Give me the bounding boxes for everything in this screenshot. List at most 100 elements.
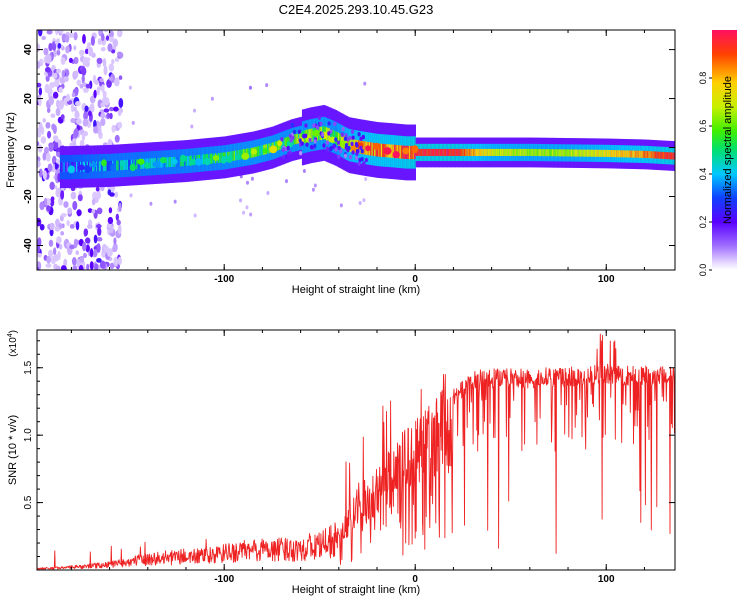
spectrogram-noise-cell	[103, 245, 109, 252]
spectrogram-noise-cell	[89, 103, 95, 113]
spectrogram-y-tick-label: -40	[23, 238, 34, 253]
spectrogram-noise-cell	[46, 107, 51, 113]
spectrogram-ridge-cell	[124, 160, 126, 170]
spectrogram-ridge-cell	[473, 148, 475, 156]
spectrogram-noise-cell	[74, 110, 79, 116]
spectrogram-ridge-cell	[240, 149, 243, 160]
snr-y-tick-label: 1.0	[23, 428, 34, 442]
spectrogram-noise-cell	[113, 237, 117, 245]
spectrogram-noise-cell	[63, 76, 69, 83]
spectrogram-spread-cell	[364, 157, 368, 163]
spectrogram-ridge-cell	[573, 149, 576, 157]
spectrogram-ridge-cell	[465, 148, 467, 156]
spectrogram-noise-cell	[97, 126, 102, 136]
spectrogram-noise-cell	[82, 241, 87, 252]
spectrogram-noise-cell	[66, 93, 71, 102]
spectrogram-ridge-cell	[531, 148, 534, 157]
spectrogram-noise-cell	[48, 249, 54, 258]
spectrogram-ridge-blob	[277, 140, 283, 147]
spectrogram-ridge-cell	[637, 150, 640, 158]
spectrogram-ridge-cell	[398, 145, 400, 159]
spectrogram-ridge-cell	[665, 152, 668, 160]
spectrogram-ridge-cell	[267, 143, 269, 154]
spectrogram-noise-cell	[106, 79, 112, 88]
spectrogram-ridge-blob	[269, 145, 278, 154]
spectrogram-ridge-cell	[577, 149, 580, 157]
spectrogram-spread-cell	[340, 132, 345, 138]
spectrogram-noise-cell	[173, 199, 177, 204]
spectrogram-ridge-cell	[165, 157, 168, 168]
spectrogram-noise-cell	[111, 126, 117, 132]
spectrogram-noise-cell	[37, 244, 41, 254]
spectrogram-noise-cell	[110, 49, 116, 54]
colorbar-label: Normalized spectral amplitude	[722, 76, 734, 224]
spectrogram-noise-cell	[71, 92, 76, 98]
spectrogram-ridge-blob	[312, 129, 321, 137]
spectrogram-ridge-cell	[493, 148, 495, 156]
spectrogram-spread-cell	[297, 129, 301, 135]
spectrogram-noise-cell	[75, 250, 79, 255]
spectrogram-spread-cell	[280, 137, 284, 142]
spectrogram-noise-cell	[45, 152, 51, 162]
spectrogram-spread-cell	[332, 144, 336, 149]
spectrogram-ridge-cell	[616, 150, 618, 158]
spectrogram-ridge-cell	[584, 149, 586, 157]
spectrogram-ridge-cell	[518, 148, 521, 156]
spectrogram-noise-cell	[100, 46, 106, 52]
spectrogram-noise-cell	[50, 196, 55, 202]
spectrogram-ridge-blob	[160, 156, 167, 164]
spectrogram-noise-cell	[49, 81, 56, 89]
spectrogram-spread-cell	[362, 161, 366, 166]
spectrogram-spread-cell	[288, 133, 292, 139]
spectrogram-spread-cell	[302, 133, 306, 139]
spectrogram-ridge-cell	[339, 133, 342, 147]
spectrogram-ridge-blob	[143, 162, 151, 169]
spectrogram-ridge-cell	[438, 148, 441, 156]
spectrogram-spread-cell	[357, 132, 361, 137]
spectrogram-ridge-cell	[503, 148, 506, 156]
spectrogram-ridge-cell	[209, 153, 212, 164]
spectrogram-ridge-cell	[474, 148, 477, 156]
spectrogram-ridge-cell	[630, 150, 633, 158]
spectrogram-noise-cell	[90, 35, 96, 46]
spectrogram-y-tick-label: -20	[23, 189, 34, 204]
spectrogram-ridge-cell	[399, 145, 402, 159]
spectrogram-noise-cell	[311, 187, 315, 192]
spectrogram-ridge-cell	[100, 161, 102, 172]
spectrogram-ridge-cell	[276, 140, 279, 151]
spectrogram-ridge-cell	[498, 148, 501, 156]
spectrogram-noise-cell	[37, 141, 40, 146]
spectrogram-ridge-cell	[562, 149, 565, 157]
spectrogram-noise-cell	[193, 213, 197, 218]
colorbar-gradient	[712, 30, 737, 270]
spectrogram-ridge-cell	[656, 151, 659, 159]
spectrogram-ridge-cell	[275, 141, 277, 152]
spectrogram-ridge-cell	[640, 150, 642, 158]
spectrogram-noise-cell	[210, 96, 214, 101]
spectrogram-noise-cell	[114, 134, 120, 143]
spectrogram-noise-cell	[117, 51, 124, 59]
spectrogram-noise-cell	[57, 139, 62, 148]
spectrogram-noise-cell	[37, 82, 42, 88]
spectrogram-ridge-cell	[657, 151, 660, 159]
spectrogram-noise-cell	[93, 246, 98, 251]
spectrogram-ridge-cell	[296, 133, 299, 144]
spectrogram-noise-cell	[117, 108, 122, 117]
spectrogram-ridge-cell	[511, 148, 514, 156]
spectrogram-noise-cell	[70, 191, 77, 200]
spectrogram-ridge-cell	[166, 157, 169, 168]
spectrogram-ridge-cell	[491, 148, 494, 156]
spectrogram-spread-cell	[350, 129, 355, 134]
spectrogram-spread-cell	[304, 123, 308, 128]
spectrogram-noise-cell	[72, 141, 77, 148]
spectrogram-noise-cell	[103, 65, 108, 76]
spectrogram-ridge-cell	[458, 148, 461, 156]
spectrogram-noise-cell	[60, 265, 67, 270]
spectrogram-ridge-cell	[450, 148, 453, 156]
spectrogram-spread-cell	[355, 148, 360, 154]
spectrogram-ridge-cell	[117, 160, 120, 171]
spectrogram-ridge-cell	[537, 149, 540, 157]
spectrogram-ridge-cell	[668, 152, 671, 160]
spectrogram-noise-cell	[55, 187, 61, 198]
spectrogram-ridge-cell	[538, 149, 541, 157]
